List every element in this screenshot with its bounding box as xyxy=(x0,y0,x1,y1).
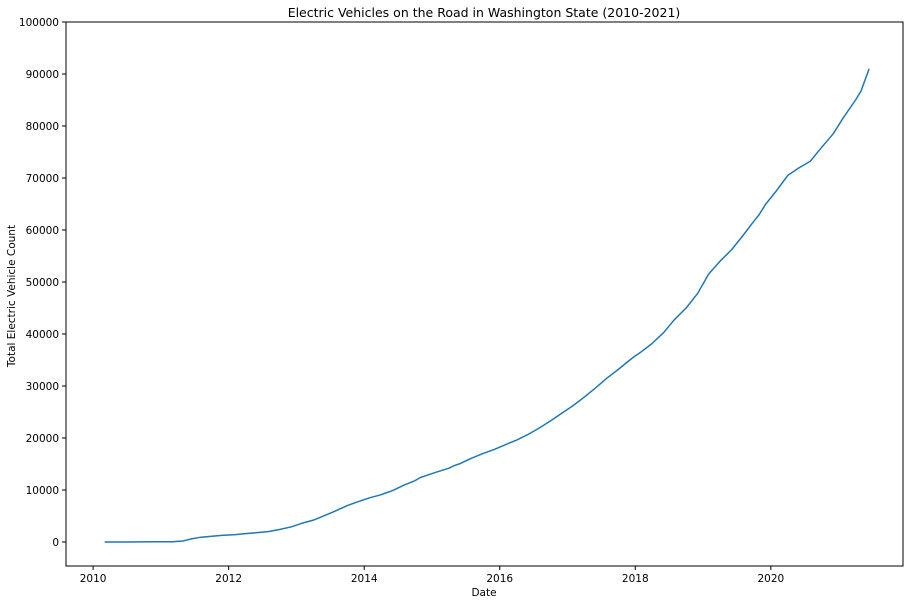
y-tick-label: 90000 xyxy=(26,69,59,81)
x-tick-label: 2016 xyxy=(486,573,513,585)
x-tick-label: 2014 xyxy=(351,573,378,585)
plot-frame xyxy=(65,21,904,567)
y-axis-label: Total Electric Vehicle Count xyxy=(6,225,18,368)
x-tick-label: 2018 xyxy=(622,573,649,585)
x-tick-label: 2010 xyxy=(80,573,107,585)
y-tick-label: 0 xyxy=(52,537,59,549)
y-axis: 0 10000 20000 30000 40000 50000 60000 70000 8000… xyxy=(19,17,66,549)
chart-title: Electric Vehicles on the Road in Washing… xyxy=(288,5,681,20)
y-tick-label: 70000 xyxy=(26,173,59,185)
x-tick-label: 2012 xyxy=(215,573,242,585)
y-tick-label: 100000 xyxy=(19,17,59,29)
x-tick-label: 2020 xyxy=(757,573,784,585)
y-tick-label: 80000 xyxy=(26,121,59,133)
plot-area xyxy=(104,68,870,543)
y-tick-label: 20000 xyxy=(26,433,59,445)
y-tick-label: 60000 xyxy=(26,225,59,237)
ev-count-series-line xyxy=(104,68,870,543)
x-axis-label: Date xyxy=(471,587,496,599)
y-tick-label: 10000 xyxy=(26,485,59,497)
x-axis: 2010 2012 2014 2016 2018 2020 xyxy=(80,566,784,585)
y-tick-label: 40000 xyxy=(26,329,59,341)
y-tick-label: 30000 xyxy=(26,381,59,393)
y-tick-label: 50000 xyxy=(26,277,59,289)
